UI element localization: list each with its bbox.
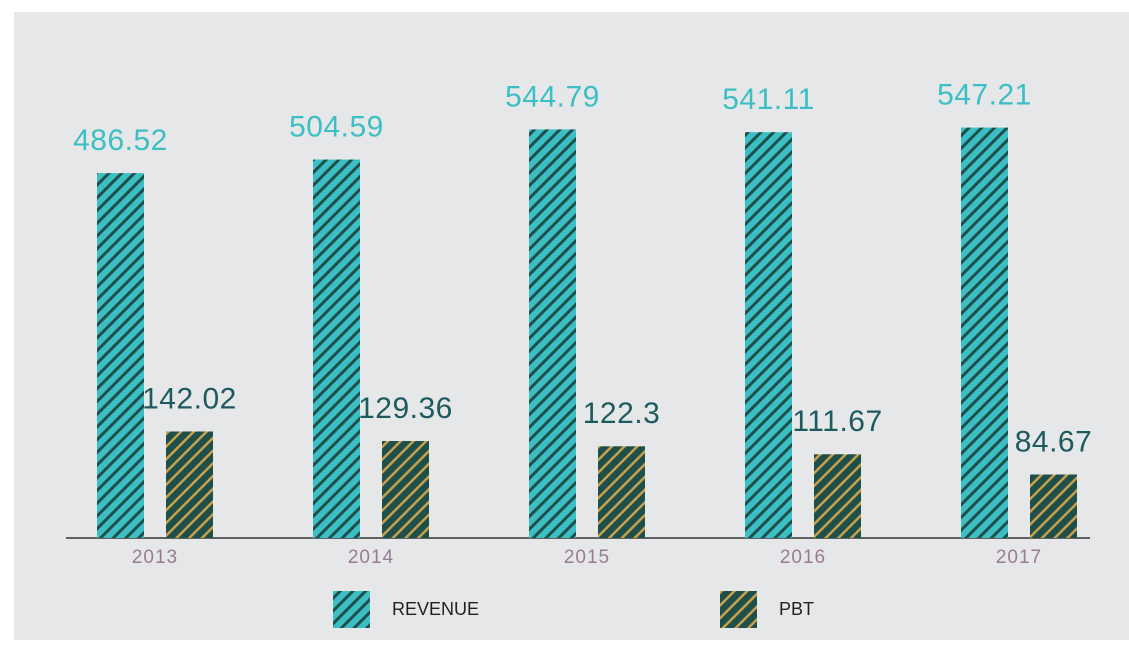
x-tick-label: 2014 — [348, 547, 394, 568]
x-tick-label: 2015 — [564, 547, 610, 568]
value-label: 111.67 — [792, 405, 882, 438]
legend-swatch — [333, 591, 370, 628]
value-label: 486.52 — [73, 124, 168, 157]
value-label: 547.21 — [937, 79, 1032, 112]
legend-label: REVENUE — [392, 599, 479, 619]
bar — [814, 454, 861, 538]
bar — [961, 127, 1008, 538]
value-label: 129.36 — [358, 392, 453, 425]
bar — [529, 129, 576, 538]
legend-label: PBT — [779, 599, 814, 619]
bar — [166, 431, 213, 538]
bar — [745, 132, 792, 539]
value-label: 544.79 — [505, 80, 600, 113]
value-label: 142.02 — [142, 382, 237, 415]
value-label: 541.11 — [722, 83, 815, 116]
x-tick-label: 2016 — [780, 547, 826, 568]
value-label: 122.3 — [583, 397, 661, 430]
bar — [313, 159, 360, 538]
bar — [97, 173, 144, 539]
legend-swatch — [720, 591, 757, 628]
x-tick-label: 2017 — [996, 547, 1042, 568]
value-label: 504.59 — [289, 110, 384, 143]
bar — [382, 440, 429, 538]
x-tick-label: 2013 — [132, 547, 178, 568]
value-label: 84.67 — [1015, 425, 1093, 458]
bar — [1030, 474, 1077, 538]
bar — [598, 446, 645, 538]
